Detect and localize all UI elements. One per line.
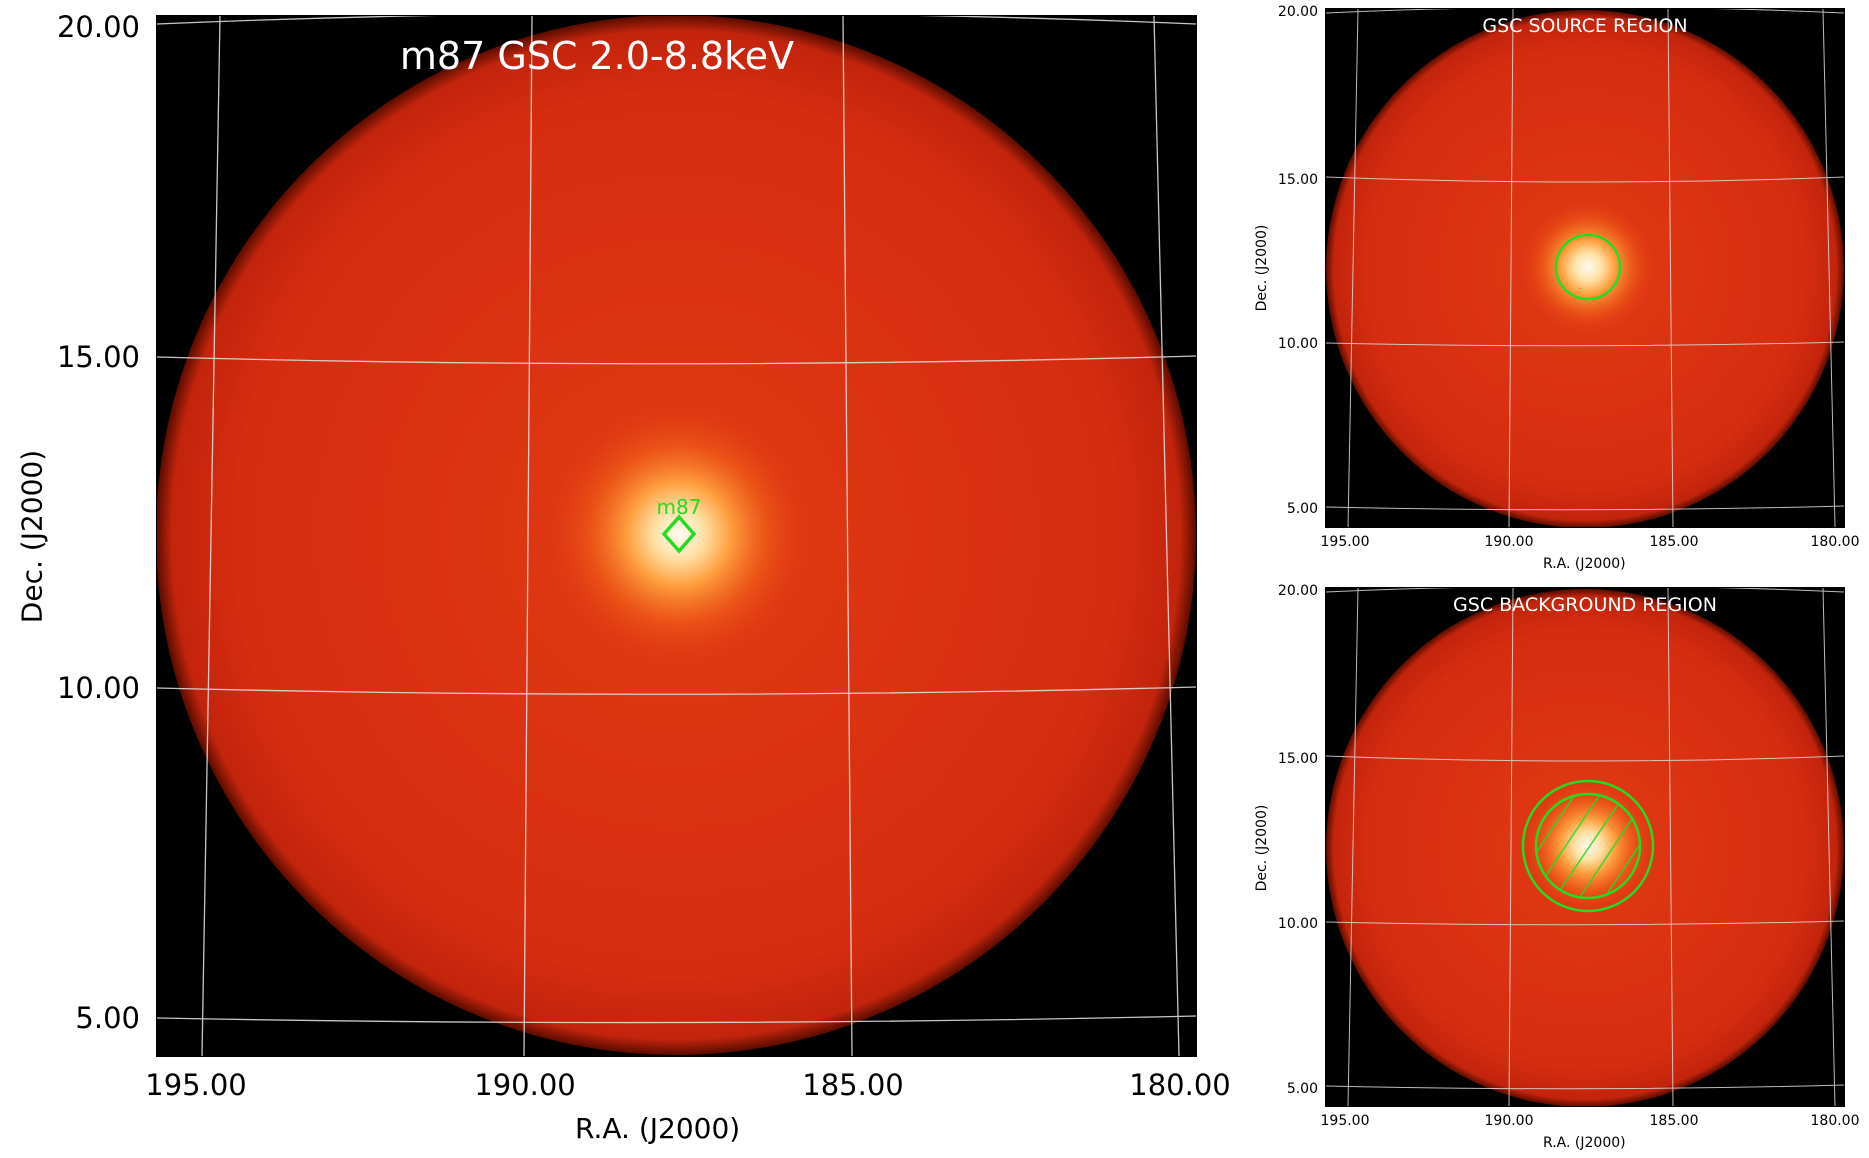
circle-region-icon[interactable] — [1554, 233, 1622, 301]
coordinate-grid — [157, 16, 1196, 1056]
background-xtick: 190.00 — [1484, 1113, 1534, 1129]
source-ytick: 5.00 — [1286, 501, 1318, 517]
source-xlabel: R.A. (J2000) — [1543, 556, 1626, 572]
source-panel-title: GSC SOURCE REGION — [1482, 15, 1688, 37]
main-ylabel: Dec. (J2000) — [15, 449, 49, 624]
background-image-svg — [1326, 588, 1844, 1106]
source-glow — [1520, 199, 1656, 335]
background-xtick: 185.00 — [1649, 1113, 1699, 1129]
background-ytick: 5.00 — [1286, 1081, 1318, 1097]
background-xlabel: R.A. (J2000) — [1543, 1135, 1626, 1151]
background-xtick: 180.00 — [1810, 1113, 1860, 1129]
background-ytick: 10.00 — [1277, 916, 1318, 932]
main-xtick: 185.00 — [802, 1068, 904, 1102]
source-glow — [1520, 778, 1656, 914]
main-ytick: 5.00 — [75, 1001, 140, 1035]
source-ytick: 20.00 — [1277, 4, 1318, 20]
background-xtick: 195.00 — [1320, 1113, 1370, 1129]
source-ytick: 15.00 — [1277, 172, 1318, 188]
coordinate-grid — [1326, 588, 1844, 1106]
main-image-frame: m87 m87 GSC 2.0-8.8keV — [156, 15, 1197, 1057]
source-label: m87 — [657, 495, 702, 519]
coordinate-grid — [1326, 9, 1844, 527]
source-xtick: 185.00 — [1649, 534, 1699, 550]
background-ytick: 20.00 — [1277, 583, 1318, 599]
source-glow — [544, 399, 814, 669]
main-title: m87 GSC 2.0-8.8keV — [399, 34, 795, 78]
main-xtick: 180.00 — [1129, 1068, 1231, 1102]
main-xlabel: R.A. (J2000) — [575, 1112, 741, 1145]
background-image-frame: GSC BACKGROUND REGION — [1325, 587, 1845, 1107]
source-xtick: 190.00 — [1484, 534, 1534, 550]
diamond-icon[interactable] — [661, 514, 697, 554]
main-xtick: 195.00 — [145, 1068, 247, 1102]
source-ylabel: Dec. (J2000) — [1254, 224, 1270, 312]
source-image-svg — [1326, 9, 1844, 527]
source-xtick: 195.00 — [1320, 534, 1370, 550]
background-ytick: 15.00 — [1277, 751, 1318, 767]
source-xtick: 180.00 — [1810, 534, 1860, 550]
main-image-svg: m87 — [157, 16, 1196, 1056]
background-ylabel: Dec. (J2000) — [1254, 804, 1270, 892]
main-ytick: 20.00 — [56, 10, 140, 44]
main-ytick: 15.00 — [56, 340, 140, 374]
source-ytick: 10.00 — [1277, 336, 1318, 352]
main-xtick: 190.00 — [474, 1068, 576, 1102]
source-image-frame: GSC SOURCE REGION — [1325, 8, 1845, 528]
background-panel-title: GSC BACKGROUND REGION — [1453, 594, 1717, 616]
main-ytick: 10.00 — [56, 671, 140, 705]
